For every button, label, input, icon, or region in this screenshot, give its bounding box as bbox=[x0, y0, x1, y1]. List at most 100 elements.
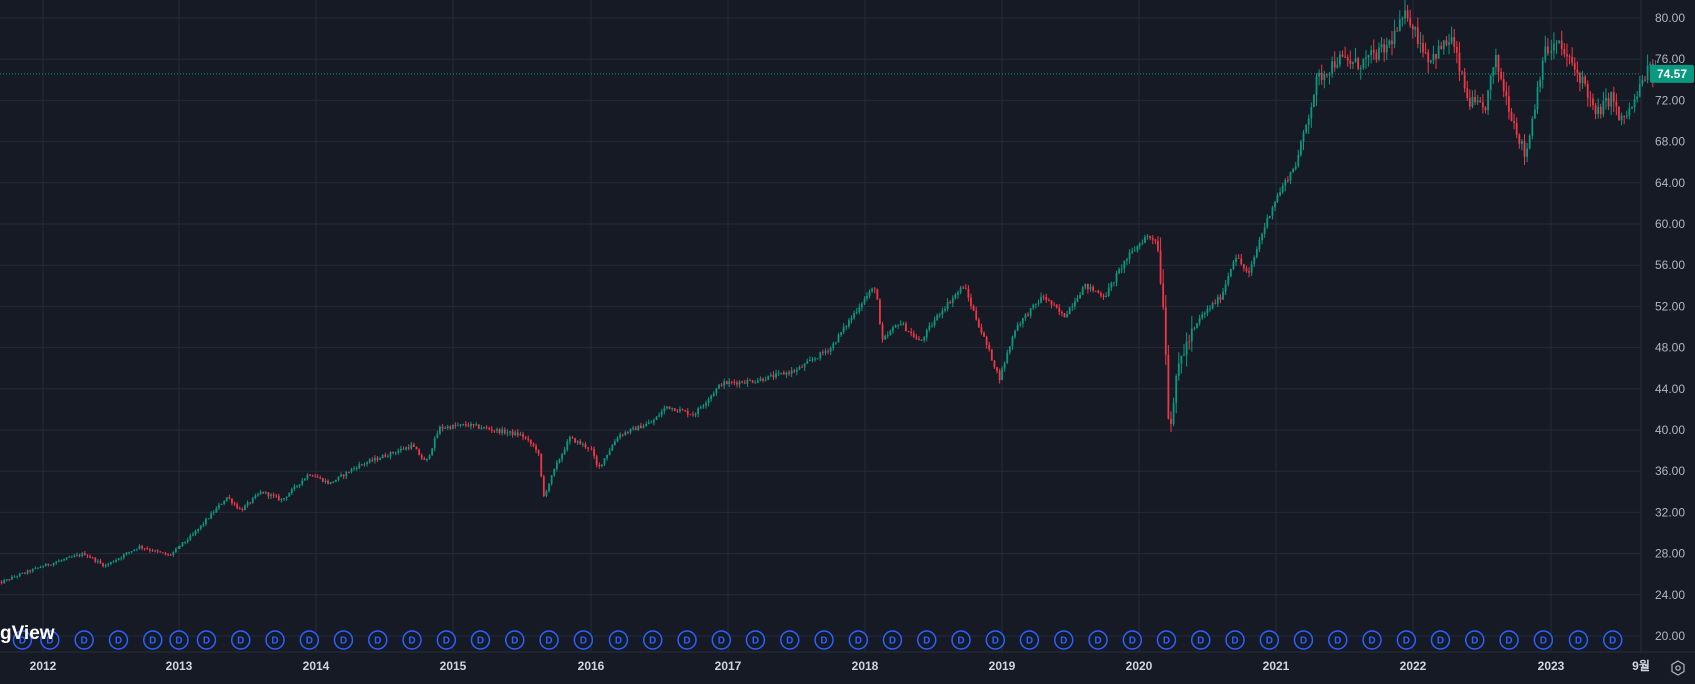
candle-body bbox=[1453, 37, 1456, 47]
candle-body bbox=[1526, 148, 1529, 157]
dividend-marker[interactable]: D bbox=[333, 630, 354, 650]
dividend-marker[interactable]: D bbox=[677, 630, 697, 650]
dividend-marker[interactable]: D bbox=[1088, 630, 1108, 650]
dividend-marker[interactable]: D bbox=[1122, 630, 1143, 650]
dividend-marker[interactable]: D bbox=[1602, 630, 1623, 650]
candle-body bbox=[640, 425, 642, 429]
x-tick-label: 2016 bbox=[578, 659, 605, 673]
candle-body bbox=[179, 546, 181, 547]
settings-icon[interactable] bbox=[1671, 660, 1685, 676]
dividend-marker[interactable]: D bbox=[1396, 630, 1417, 650]
dividend-marker[interactable]: D bbox=[1464, 630, 1485, 650]
dividend-marker[interactable]: D bbox=[1259, 630, 1280, 650]
candle-body bbox=[788, 372, 790, 374]
dividend-marker[interactable]: D bbox=[1225, 630, 1245, 650]
dividend-marker[interactable]: D bbox=[1293, 630, 1314, 650]
candle-body bbox=[275, 495, 278, 497]
dividend-marker[interactable]: D bbox=[143, 630, 163, 650]
dividend-marker[interactable]: D bbox=[367, 630, 388, 650]
candle-body bbox=[194, 531, 197, 535]
dividend-marker[interactable]: D bbox=[1190, 630, 1211, 650]
dividend-marker-circle bbox=[1533, 630, 1554, 650]
dividend-marker-circle bbox=[402, 630, 422, 650]
dividend-marker-label: D bbox=[649, 636, 656, 647]
dividend-marker[interactable]: D bbox=[230, 630, 251, 650]
dividend-marker[interactable]: D bbox=[1362, 630, 1382, 650]
candle-body bbox=[493, 430, 496, 432]
candle-body bbox=[1463, 72, 1466, 89]
dividend-marker[interactable]: D bbox=[1499, 630, 1519, 650]
dividend-marker[interactable]: D bbox=[1327, 630, 1348, 650]
dividend-marker-label: D bbox=[1094, 636, 1101, 647]
dividend-marker[interactable]: D bbox=[985, 630, 1006, 650]
candle-body bbox=[728, 381, 731, 384]
dividend-marker[interactable]: D bbox=[745, 630, 766, 650]
dividend-marker[interactable]: D bbox=[779, 630, 800, 650]
dividend-marker[interactable]: D bbox=[196, 630, 217, 650]
dividend-marker[interactable]: D bbox=[504, 630, 525, 650]
candle-body bbox=[290, 488, 293, 494]
candle-body bbox=[1531, 118, 1534, 136]
dividend-marker[interactable]: D bbox=[74, 630, 94, 650]
dividend-marker[interactable]: D bbox=[539, 630, 559, 650]
dividend-marker[interactable]: D bbox=[299, 630, 320, 650]
candle-body bbox=[613, 441, 616, 446]
candle-body bbox=[18, 573, 21, 577]
dividend-marker[interactable]: D bbox=[40, 630, 60, 650]
dividend-marker-label: D bbox=[477, 636, 484, 647]
candle-body bbox=[1331, 61, 1334, 74]
candle-body bbox=[1566, 54, 1568, 57]
candle-body bbox=[876, 289, 879, 300]
candle-body bbox=[1646, 65, 1649, 81]
dividend-marker[interactable]: D bbox=[711, 630, 732, 650]
candle-body bbox=[428, 455, 431, 459]
dividend-marker[interactable]: D bbox=[436, 630, 457, 650]
dividend-marker-circle bbox=[40, 630, 60, 650]
dividend-marker[interactable]: D bbox=[814, 630, 834, 650]
dividend-marker[interactable]: D bbox=[608, 630, 629, 650]
candle-body bbox=[1313, 95, 1315, 108]
dividend-marker-circle bbox=[1293, 630, 1314, 650]
dividend-marker[interactable]: D bbox=[1156, 630, 1177, 650]
dividend-marker[interactable]: D bbox=[470, 630, 491, 650]
dividend-marker[interactable]: D bbox=[848, 630, 869, 650]
dividend-marker[interactable]: D bbox=[1053, 630, 1074, 650]
candle-body bbox=[824, 351, 827, 353]
dividend-marker[interactable]: D bbox=[12, 630, 33, 650]
candle-body bbox=[345, 471, 348, 477]
dividend-marker[interactable]: D bbox=[1568, 630, 1589, 650]
dividend-marker[interactable]: D bbox=[108, 630, 129, 650]
dividend-marker[interactable]: D bbox=[1019, 630, 1040, 650]
candle-body bbox=[897, 325, 900, 327]
candle-body bbox=[130, 551, 133, 553]
dividend-marker[interactable]: D bbox=[1430, 630, 1451, 650]
candle-body bbox=[566, 441, 569, 450]
candle-body bbox=[1398, 19, 1401, 31]
candle-body bbox=[715, 388, 718, 394]
dividend-marker[interactable]: D bbox=[642, 630, 663, 650]
dividend-marker[interactable]: D bbox=[916, 630, 937, 650]
dividend-marker[interactable]: D bbox=[882, 630, 903, 650]
candle-body bbox=[303, 478, 306, 481]
candle-body bbox=[418, 449, 421, 455]
candle-body bbox=[496, 429, 498, 431]
candle-body bbox=[63, 559, 65, 561]
dividend-marker[interactable]: D bbox=[402, 630, 422, 650]
candle-body bbox=[1416, 27, 1419, 44]
dividend-marker[interactable]: D bbox=[573, 630, 594, 650]
dividend-marker[interactable]: D bbox=[1533, 630, 1554, 650]
dividend-marker-circle bbox=[1190, 630, 1211, 650]
candle-body bbox=[1362, 58, 1365, 69]
candle-body bbox=[967, 289, 970, 298]
dividend-marker-label: D bbox=[923, 636, 930, 647]
candle-body bbox=[1102, 295, 1105, 298]
dividend-marker[interactable]: D bbox=[265, 630, 285, 650]
dividend-marker[interactable]: D bbox=[169, 630, 189, 650]
dividend-marker[interactable]: D bbox=[951, 630, 971, 650]
candle-body bbox=[1037, 302, 1040, 304]
candle-body bbox=[738, 381, 741, 385]
candle-body bbox=[545, 491, 548, 496]
candle-body bbox=[756, 380, 759, 383]
dividend-marker-circle bbox=[848, 630, 869, 650]
